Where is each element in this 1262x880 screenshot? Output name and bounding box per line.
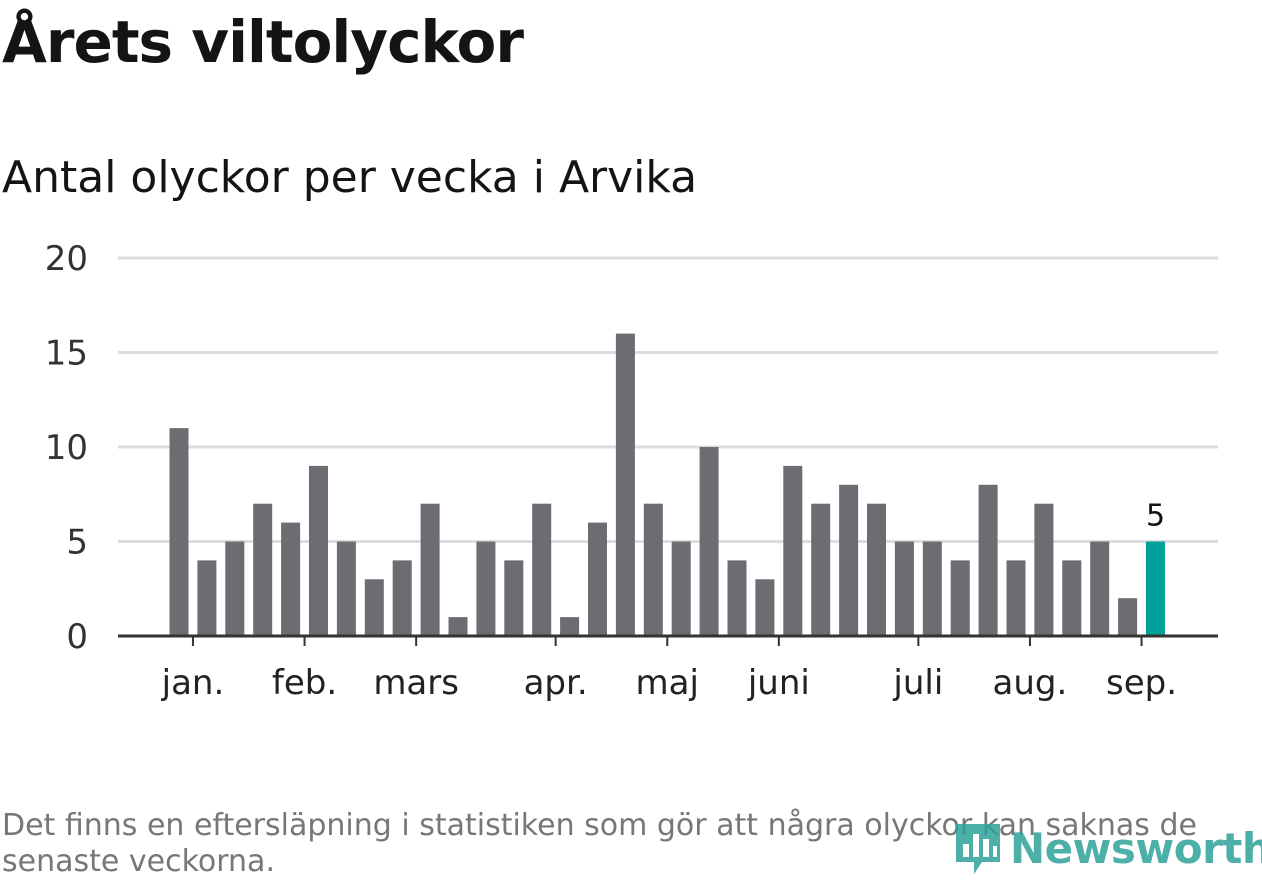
bar-week-13 bbox=[504, 560, 524, 636]
newsworthy-logo: Newsworthy bbox=[952, 818, 1262, 878]
x-axis-month-labels: jan. feb. mars apr. maj juni juli aug. sep. bbox=[161, 636, 1177, 703]
y-tick-label-10: 10 bbox=[45, 428, 88, 468]
bar-week-2 bbox=[197, 560, 217, 636]
bar-week-21 bbox=[727, 560, 747, 636]
bars bbox=[169, 333, 1165, 636]
bar-week-36 bbox=[1146, 541, 1165, 636]
chart-title: Årets viltolyckor bbox=[2, 8, 524, 76]
bar-week-3 bbox=[225, 541, 245, 636]
bar-week-27 bbox=[894, 541, 914, 636]
bar-week-29 bbox=[950, 560, 970, 636]
bar-chart: 0 5 10 15 20 jan. feb. mars apr. maj juni juli aug.… bbox=[45, 239, 1218, 703]
bar-week-35 bbox=[1118, 598, 1138, 636]
bar-week-19 bbox=[671, 541, 691, 636]
data-label-latest-week: 5 bbox=[1146, 499, 1165, 534]
bar-week-14 bbox=[532, 503, 552, 636]
bar-week-20 bbox=[699, 447, 719, 636]
x-tick-label-juni: juni bbox=[747, 663, 810, 703]
y-tick-label-20: 20 bbox=[45, 239, 88, 279]
bar-week-17 bbox=[615, 333, 635, 636]
bar-week-30 bbox=[978, 484, 998, 636]
x-tick-label-maj: maj bbox=[636, 663, 699, 703]
bar-week-7 bbox=[336, 541, 356, 636]
y-tick-label-15: 15 bbox=[45, 334, 88, 374]
x-tick-label-juli: juli bbox=[892, 663, 943, 703]
bar-week-18 bbox=[643, 503, 663, 636]
y-tick-label-0: 0 bbox=[66, 617, 88, 657]
bar-week-31 bbox=[1006, 560, 1026, 636]
bar-week-23 bbox=[783, 465, 803, 636]
chart-subtitle: Antal olyckor per vecka i Arvika bbox=[2, 152, 698, 203]
x-tick-label-mars: mars bbox=[373, 663, 459, 703]
newsworthy-logo-icon bbox=[956, 824, 1000, 874]
bar-week-32 bbox=[1034, 503, 1054, 636]
bar-week-22 bbox=[755, 579, 775, 636]
bar-week-28 bbox=[922, 541, 942, 636]
bar-week-5 bbox=[281, 522, 301, 636]
bar-week-10 bbox=[420, 503, 440, 636]
bar-week-4 bbox=[253, 503, 273, 636]
gridlines bbox=[118, 256, 1218, 543]
bar-week-9 bbox=[392, 560, 412, 636]
bar-week-8 bbox=[364, 579, 384, 636]
x-tick-label-feb.: feb. bbox=[272, 663, 337, 703]
data-labels: 5 bbox=[1146, 499, 1165, 534]
bar-week-1 bbox=[169, 428, 189, 636]
x-tick-label-sep.: sep. bbox=[1106, 663, 1177, 703]
y-axis-tick-labels: 0 5 10 15 20 bbox=[45, 239, 88, 657]
bar-week-25 bbox=[839, 484, 859, 636]
y-tick-label-5: 5 bbox=[66, 523, 88, 563]
x-tick-label-apr.: apr. bbox=[524, 663, 588, 703]
bar-week-6 bbox=[309, 465, 328, 636]
bar-week-11 bbox=[448, 617, 468, 636]
x-tick-label-aug.: aug. bbox=[993, 663, 1068, 703]
bar-week-24 bbox=[811, 503, 831, 636]
newsworthy-logo-text: Newsworthy bbox=[1010, 823, 1262, 873]
bar-week-15 bbox=[560, 617, 580, 636]
bar-week-16 bbox=[588, 522, 607, 636]
x-tick-label-jan.: jan. bbox=[161, 663, 225, 703]
bar-week-33 bbox=[1062, 560, 1082, 636]
bar-week-12 bbox=[476, 541, 496, 636]
bar-week-34 bbox=[1090, 541, 1110, 636]
bar-week-26 bbox=[867, 503, 886, 636]
